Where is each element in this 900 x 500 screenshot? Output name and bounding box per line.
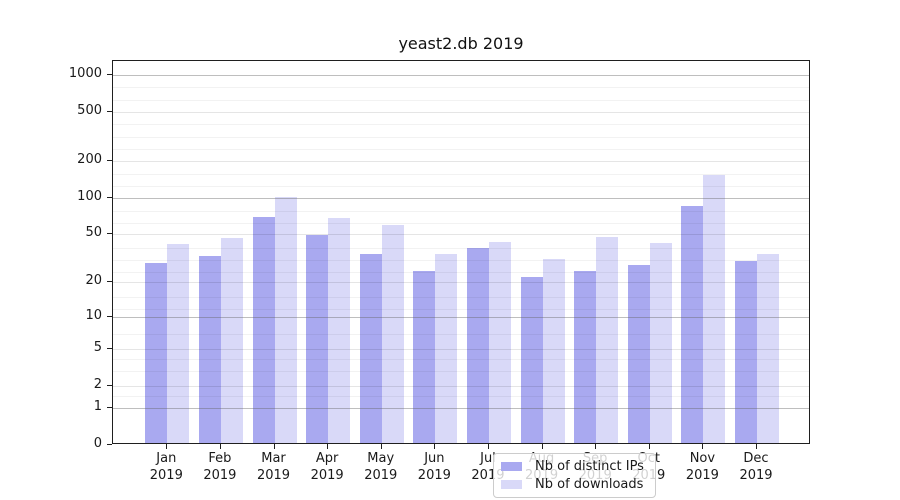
y-tick-mark (107, 233, 112, 235)
x-tick-year: 2019 (256, 468, 291, 483)
y-tick-mark (107, 348, 112, 350)
x-axis-tick-label-mar: Mar 2019 (244, 450, 304, 484)
bar-jan-downloads (167, 244, 190, 443)
bar-mar-distinct-ips (252, 217, 275, 443)
bar-jan-distinct-ips (145, 262, 168, 443)
legend-swatch-distinct-ips (501, 462, 522, 471)
x-tick-year: 2019 (364, 468, 398, 483)
bar-aug-downloads (542, 259, 565, 443)
bar-apr-distinct-ips (306, 234, 329, 443)
y-tick-mark (107, 315, 112, 317)
y-tick-mark (107, 444, 112, 445)
bar-oct-downloads (649, 242, 672, 443)
legend: Nb of distinct IPs Nb of downloads (493, 453, 656, 498)
x-axis-tick-label-feb: Feb 2019 (190, 450, 250, 484)
y-axis-tick-label: 20 (85, 272, 102, 288)
x-tick-mark (380, 444, 382, 449)
x-tick-mark (166, 444, 168, 449)
y-tick-mark (107, 196, 112, 198)
bar-jun-downloads (435, 254, 458, 443)
x-tick-mark (273, 444, 275, 449)
x-tick-month: Apr (315, 451, 339, 466)
y-tick-mark (107, 406, 112, 408)
bar-jul-downloads (488, 241, 511, 443)
x-tick-year: 2019 (739, 468, 773, 483)
x-tick-mark (541, 444, 543, 449)
x-axis-tick-label-may: May 2019 (351, 450, 411, 484)
bar-nov-distinct-ips (681, 205, 704, 443)
plot-area: Nb of distinct IPs Nb of downloads (112, 60, 810, 498)
x-axis-tick-label-apr: Apr 2019 (297, 450, 357, 484)
x-axis-tick-label-nov: Nov 2019 (672, 450, 732, 484)
x-tick-month: Jan (156, 451, 177, 466)
x-tick-mark (595, 444, 597, 449)
y-axis-tick-label: 100 (77, 188, 102, 204)
x-tick-month: Mar (261, 451, 286, 466)
y-tick-mark (107, 280, 112, 282)
y-axis-tick-label: 10 (85, 307, 102, 323)
x-tick-mark (702, 444, 704, 449)
x-axis-tick-label-jun: Jun 2019 (404, 450, 464, 484)
x-tick-month: Feb (208, 451, 232, 466)
x-tick-month: Nov (689, 451, 716, 466)
y-tick-mark (107, 160, 112, 162)
bar-may-downloads (381, 224, 404, 443)
y-axis-tick-label: 2 (93, 377, 102, 393)
x-tick-mark (756, 444, 757, 449)
y-axis-tick-label: 500 (77, 103, 102, 119)
legend-item-distinct-ips: Nb of distinct IPs (501, 458, 648, 475)
bar-feb-distinct-ips (198, 255, 221, 443)
x-tick-year: 2019 (417, 468, 451, 483)
chart-title: yeast2.db 2019 (398, 34, 524, 53)
bar-mar-downloads (274, 196, 297, 443)
bar-dec-downloads (757, 254, 779, 443)
x-tick-mark (648, 444, 650, 449)
x-tick-month: Jun (424, 451, 445, 466)
x-tick-mark (219, 444, 221, 449)
legend-item-downloads: Nb of downloads (501, 476, 648, 493)
y-tick-mark (107, 385, 112, 387)
x-axis-tick-label-dec: Dec 2019 (726, 450, 786, 484)
y-axis-tick-label: 200 (77, 152, 102, 168)
bar-oct-distinct-ips (627, 264, 650, 443)
legend-label-downloads: Nb of downloads (535, 477, 644, 492)
y-axis-tick-label: 1000 (68, 66, 102, 82)
bar-dec-distinct-ips (735, 260, 757, 443)
x-tick-month: Jul (480, 451, 496, 466)
x-tick-year: 2019 (685, 468, 719, 483)
y-tick-mark (107, 74, 112, 76)
bar-aug-distinct-ips (520, 277, 543, 443)
x-tick-mark (434, 444, 436, 449)
x-tick-mark (487, 444, 489, 449)
x-axis-tick-label-jan: Jan 2019 (136, 450, 196, 484)
x-tick-year: 2019 (149, 468, 183, 483)
bars-layer (113, 61, 809, 443)
bar-jun-distinct-ips (413, 270, 436, 443)
x-tick-month: Dec (743, 451, 769, 466)
y-axis-tick-label: 5 (93, 340, 102, 356)
legend-label-distinct-ips: Nb of distinct IPs (535, 459, 644, 474)
y-axis-tick-label: 0 (93, 436, 102, 451)
bar-jul-distinct-ips (466, 248, 489, 443)
y-axis-tick-label: 50 (85, 225, 102, 241)
x-tick-year: 2019 (203, 468, 237, 483)
x-tick-month: May (367, 451, 395, 466)
bar-sep-distinct-ips (574, 270, 597, 443)
bar-sep-downloads (596, 236, 619, 443)
bar-nov-downloads (703, 175, 726, 443)
bar-may-distinct-ips (359, 254, 382, 443)
bar-feb-downloads (220, 237, 243, 443)
y-axis-tick-label: 1 (93, 398, 102, 414)
x-tick-year: 2019 (310, 468, 344, 483)
bar-apr-downloads (328, 217, 351, 443)
legend-swatch-downloads (501, 480, 522, 489)
y-tick-mark (107, 111, 112, 113)
x-tick-mark (327, 444, 329, 449)
